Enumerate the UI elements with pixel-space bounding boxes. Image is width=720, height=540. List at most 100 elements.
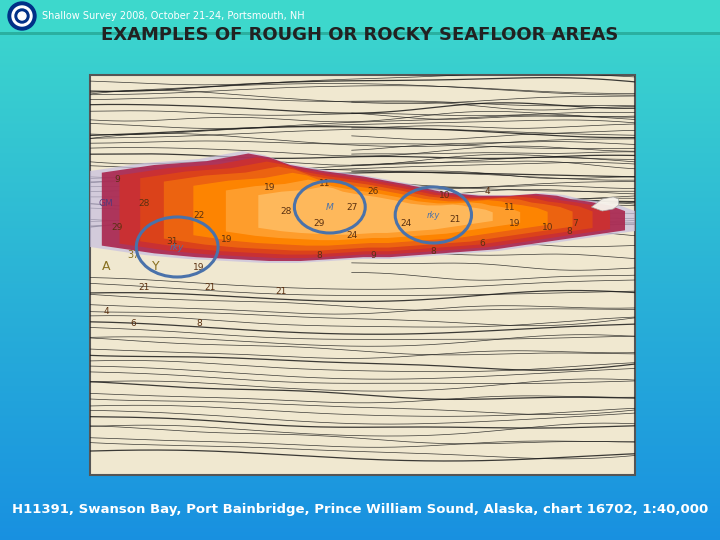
Bar (0, 197, 720, 198)
Bar (0, 134, 720, 135)
Bar (0, 157, 720, 158)
Bar (0, 8, 720, 9)
Bar (0, 128, 720, 129)
Bar (0, 154, 720, 155)
Bar (0, 455, 720, 456)
Bar (0, 485, 720, 486)
Bar (0, 180, 720, 181)
Bar (0, 41, 720, 42)
Bar (0, 29, 720, 30)
Bar (0, 113, 720, 114)
Bar (0, 49, 720, 50)
Text: GM: GM (99, 199, 114, 207)
Bar (0, 268, 720, 269)
Bar (0, 459, 720, 460)
Bar (0, 515, 720, 516)
Bar (0, 368, 720, 369)
Bar (0, 468, 720, 469)
Bar (0, 539, 720, 540)
Bar (0, 362, 720, 363)
Bar (0, 152, 720, 153)
Bar (0, 10, 720, 11)
Bar (0, 431, 720, 432)
Bar (0, 133, 720, 134)
Bar (0, 105, 720, 106)
Bar (0, 538, 720, 539)
Bar (0, 259, 720, 260)
Bar (0, 357, 720, 358)
Circle shape (8, 2, 36, 30)
Bar (0, 16, 720, 17)
Text: rky: rky (427, 211, 440, 219)
Text: 19: 19 (509, 219, 521, 227)
Bar (0, 311, 720, 312)
Bar (0, 183, 720, 184)
Bar (0, 415, 720, 416)
Bar (0, 233, 720, 234)
Bar (0, 510, 720, 511)
Bar (0, 446, 720, 447)
Bar (0, 395, 720, 396)
Bar (0, 474, 720, 475)
Bar (0, 374, 720, 375)
Bar (0, 205, 720, 206)
Bar (0, 101, 720, 102)
Bar (0, 444, 720, 445)
Bar (0, 493, 720, 494)
Bar (0, 287, 720, 288)
Bar (0, 522, 720, 523)
Bar (0, 365, 720, 366)
Text: 21: 21 (139, 282, 150, 292)
Bar (0, 97, 720, 98)
Bar (0, 324, 720, 325)
Bar (0, 164, 720, 165)
Bar (0, 377, 720, 378)
Bar (0, 36, 720, 37)
Bar (0, 23, 720, 24)
Bar (0, 469, 720, 470)
Bar (0, 434, 720, 435)
Bar (0, 18, 720, 19)
Bar (0, 506, 720, 507)
Bar (0, 276, 720, 277)
Bar (0, 353, 720, 354)
Bar (0, 178, 720, 179)
Text: 28: 28 (281, 206, 292, 215)
Bar (0, 112, 720, 113)
Bar (0, 242, 720, 243)
Bar (0, 37, 720, 38)
Bar (0, 322, 720, 323)
Bar (0, 472, 720, 473)
Bar (0, 373, 720, 374)
Bar (0, 165, 720, 166)
Bar (0, 85, 720, 86)
Bar (0, 44, 720, 45)
Bar (0, 61, 720, 62)
Bar (0, 7, 720, 8)
Bar (0, 106, 720, 107)
Bar (0, 175, 720, 176)
Bar (0, 111, 720, 112)
Bar (0, 516, 720, 517)
Bar (0, 437, 720, 438)
Bar (0, 489, 720, 490)
Bar (0, 293, 720, 294)
Bar (0, 367, 720, 368)
Bar (0, 228, 720, 229)
Bar (0, 168, 720, 169)
Bar (0, 465, 720, 466)
Bar (0, 404, 720, 405)
Bar (0, 234, 720, 235)
Bar (0, 123, 720, 124)
Bar (0, 227, 720, 228)
Polygon shape (194, 173, 548, 246)
Bar (0, 535, 720, 536)
Bar (0, 58, 720, 59)
Bar (0, 445, 720, 446)
Bar (0, 299, 720, 300)
Bar (0, 26, 720, 27)
Bar (0, 139, 720, 140)
Bar (0, 464, 720, 465)
Bar (0, 501, 720, 502)
Bar (0, 0, 720, 32)
